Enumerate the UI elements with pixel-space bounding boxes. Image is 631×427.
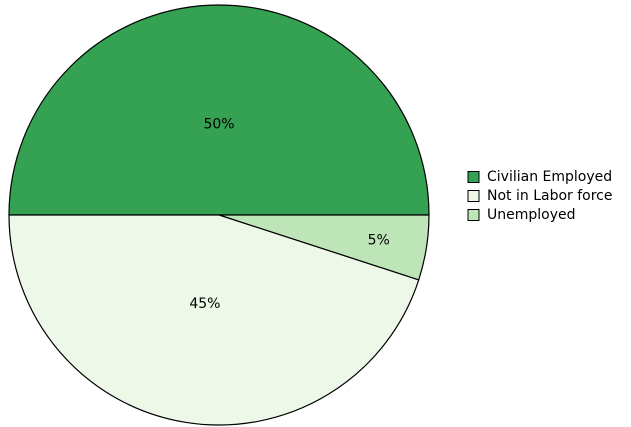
legend-swatch <box>467 209 480 221</box>
legend-label: Unemployed <box>487 207 576 223</box>
pie-slice-label: 5% <box>368 232 390 248</box>
legend: Civilian Employed Not in Labor force Unemp… <box>467 169 612 223</box>
legend-swatch <box>467 190 480 202</box>
pie-slice-civilian-employed <box>8 4 430 216</box>
legend-label: Not in Labor force <box>487 188 612 204</box>
pie-slice-label: 45% <box>189 296 220 312</box>
pie-slice-not-in-labor-force <box>8 214 420 426</box>
legend-swatch <box>467 171 480 183</box>
pie-slice-labels: 50% 5% 45% <box>189 117 389 313</box>
pie-slice-label: 50% <box>203 117 234 133</box>
pie-slices <box>8 4 430 426</box>
legend-label: Civilian Employed <box>487 169 612 185</box>
